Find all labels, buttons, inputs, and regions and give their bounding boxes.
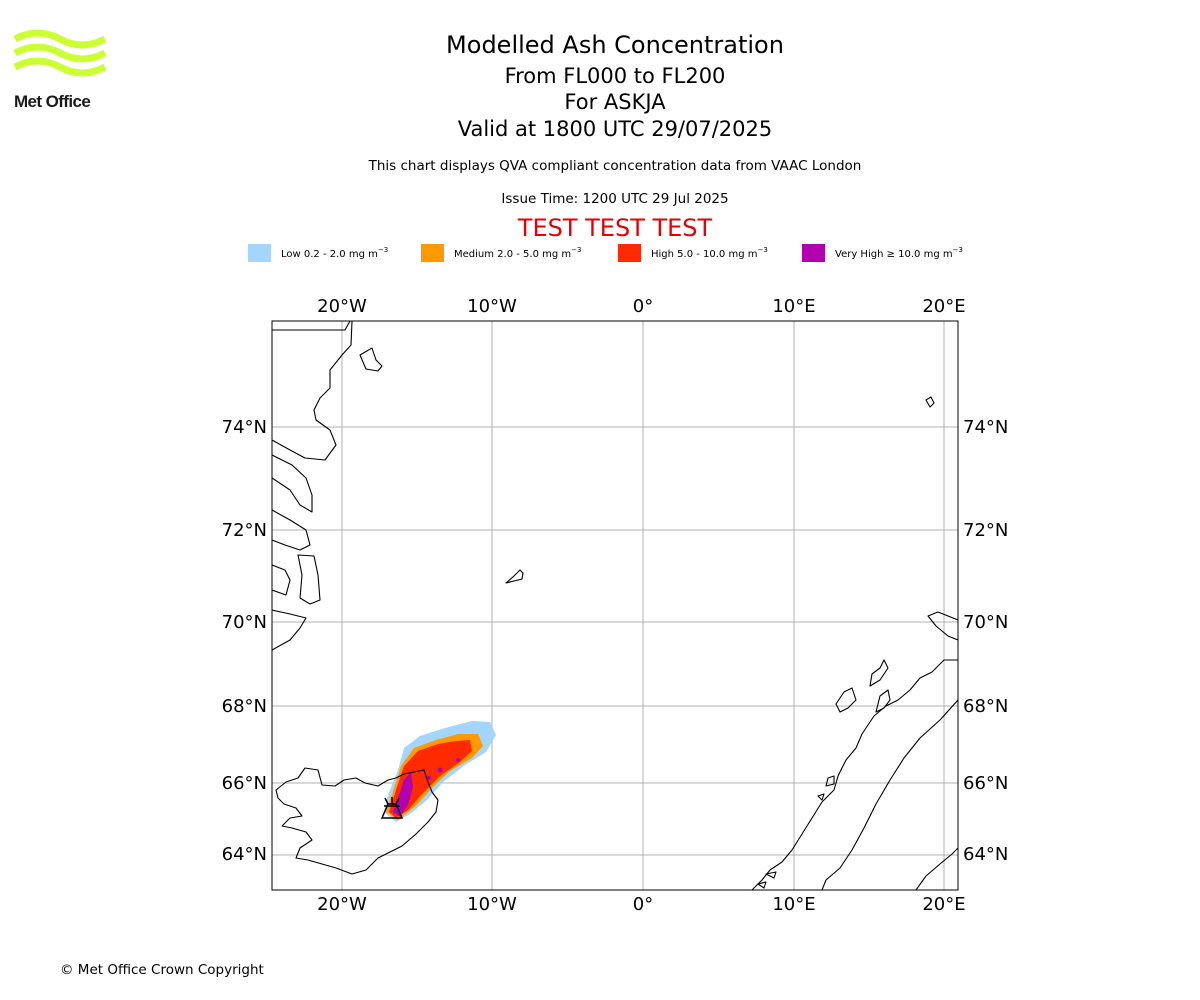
lat-tick: 64°N (963, 844, 1008, 865)
legend-swatch-high (618, 244, 641, 262)
test-banner: TEST TEST TEST (517, 214, 713, 242)
lon-ticks-top: 20°W 10°W 0° 10°E 20°E (317, 296, 965, 317)
lon-tick: 10°E (772, 296, 815, 317)
legend-item-very-high: Very High ≥ 10.0 mg m−3 (802, 244, 963, 262)
legend-item-medium: Medium 2.0 - 5.0 mg m−3 (421, 244, 581, 262)
legend-label-medium: Medium 2.0 - 5.0 mg m−3 (454, 246, 582, 260)
greenland-island (359, 347, 383, 372)
ash-very-high-spot (427, 776, 431, 780)
lon-ticks-bottom: 20°W 10°W 0° 10°E 20°E (317, 894, 965, 915)
lat-tick: 66°N (222, 773, 267, 794)
lat-tick: 68°N (963, 696, 1008, 717)
valid-time: Valid at 1800 UTC 29/07/2025 (457, 117, 773, 141)
flight-levels: From FL000 to FL200 (504, 64, 726, 88)
ash-plume (384, 721, 496, 822)
lon-tick: 20°E (922, 296, 965, 317)
lat-tick: 72°N (963, 520, 1008, 541)
coastlines (272, 321, 958, 890)
lon-tick: 20°E (922, 894, 965, 915)
lon-tick: 10°E (772, 894, 815, 915)
volcano-name: For ASKJA (564, 90, 666, 114)
lat-tick: 70°N (963, 612, 1008, 633)
legend-item-low: Low 0.2 - 2.0 mg m−3 (248, 244, 388, 262)
legend-swatch-medium (421, 244, 444, 262)
lon-tick: 0° (633, 296, 653, 317)
legend-swatch-very-high (802, 244, 825, 262)
norway-coast (751, 611, 958, 890)
ash-very-high-spot (437, 767, 443, 773)
lat-tick: 70°N (222, 612, 267, 633)
legend-swatch-low (248, 244, 271, 262)
lon-tick: 20°W (317, 296, 367, 317)
map-gridlines (272, 321, 958, 890)
chart-title: Modelled Ash Concentration (446, 31, 784, 59)
legend-item-high: High 5.0 - 10.0 mg m−3 (618, 244, 768, 262)
legend-label-high: High 5.0 - 10.0 mg m−3 (651, 246, 768, 260)
lon-tick: 10°W (467, 296, 517, 317)
iceland-coast (275, 767, 439, 875)
lat-tick: 68°N (222, 696, 267, 717)
issue-time: Issue Time: 1200 UTC 29 Jul 2025 (501, 191, 729, 207)
logo-text: Met Office (14, 92, 91, 111)
lon-tick: 0° (633, 894, 653, 915)
greenland-coast (272, 321, 353, 651)
lat-ticks-left: 74°N 72°N 70°N 68°N 66°N 64°N (222, 417, 267, 865)
lat-tick: 72°N (222, 520, 267, 541)
legend-label-very-high: Very High ≥ 10.0 mg m−3 (835, 246, 963, 260)
lat-ticks-right: 74°N 72°N 70°N 68°N 66°N 64°N (963, 417, 1008, 865)
jan-mayen-island (505, 569, 524, 584)
bear-island (925, 396, 935, 408)
map-frame (271, 320, 959, 891)
met-office-logo: Met Office (13, 29, 114, 115)
volcano-icon (380, 797, 404, 819)
legend-label-low: Low 0.2 - 2.0 mg m−3 (281, 246, 389, 260)
lat-tick: 66°N (963, 773, 1008, 794)
copyright: © Met Office Crown Copyright (60, 962, 264, 978)
lat-tick: 74°N (963, 417, 1008, 438)
sweden-coast (821, 699, 958, 890)
ash-very-high-spot (456, 758, 460, 762)
qva-note: This chart displays QVA compliant concen… (368, 158, 862, 174)
met-office-logo-icon (13, 29, 107, 77)
lat-tick: 64°N (222, 844, 267, 865)
lat-tick: 74°N (222, 417, 267, 438)
lon-tick: 20°W (317, 894, 367, 915)
lon-tick: 10°W (467, 894, 517, 915)
